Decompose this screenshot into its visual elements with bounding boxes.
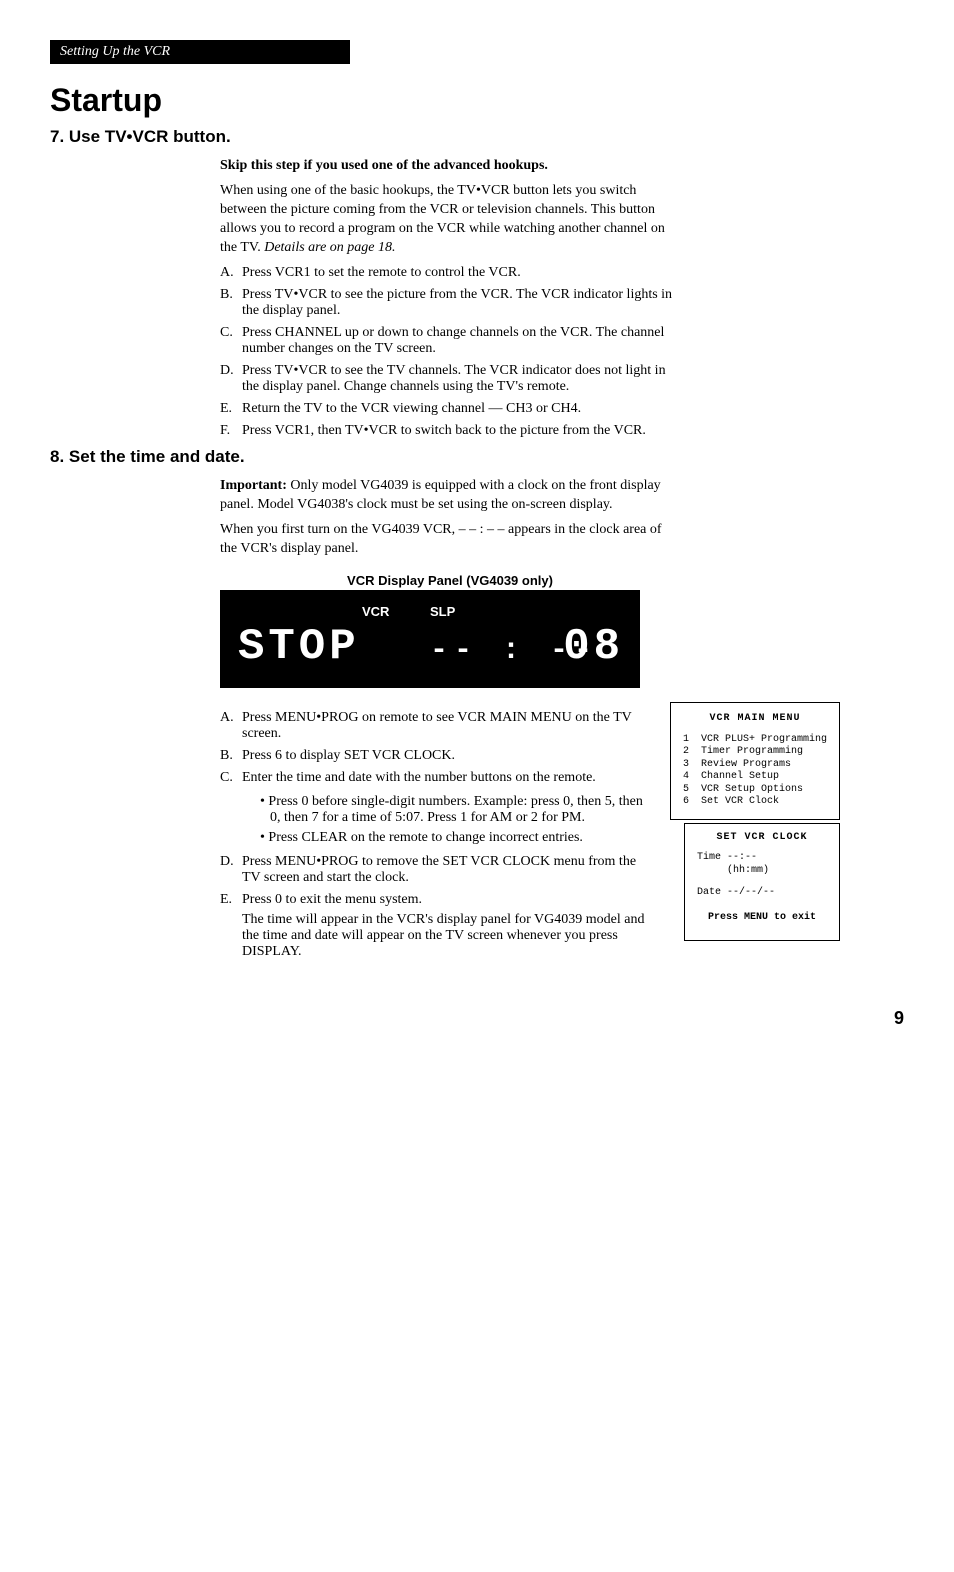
step8-important: Important: Only model VG4039 is equipped…: [220, 477, 680, 515]
menu-title: SET VCR CLOCK: [697, 832, 827, 845]
vcr-indicator-label: VCR: [362, 604, 389, 619]
step7-intro: When using one of the basic hookups, the…: [220, 182, 680, 258]
step7-body: Skip this step if you used one of the ad…: [220, 157, 680, 439]
important-text: Only model VG4039 is equipped with a clo…: [220, 478, 661, 512]
menu-row: 3 Review Programs: [683, 759, 827, 772]
step7-intro-ref: Details are on page 18.: [264, 240, 395, 255]
menu-row: 2 Timer Programming: [683, 746, 827, 759]
clock-date-row: Date --/--/--: [697, 887, 827, 900]
vcr-display-panel: VCR SLP STOP -- : -- 08: [220, 590, 640, 688]
list-item: D.Press MENU•PROG to remove the SET VCR …: [220, 854, 650, 886]
page-title: Startup: [50, 82, 904, 119]
list-item: A.Press VCR1 to set the remote to contro…: [220, 265, 680, 281]
section-header-bar: Setting Up the VCR: [50, 40, 350, 64]
list-subitem: Press 0 before single-digit numbers. Exa…: [260, 794, 650, 826]
step8-first-turn: When you first turn on the VG4039 VCR, –…: [220, 521, 680, 559]
step7-list: A.Press VCR1 to set the remote to contro…: [220, 265, 680, 439]
step8-c-sublist: Press 0 before single-digit numbers. Exa…: [260, 794, 650, 846]
list-item-text: Press 0 to exit the menu system.: [242, 892, 650, 908]
list-item: E.Return the TV to the VCR viewing chann…: [220, 401, 680, 417]
list-item: F.Press VCR1, then TV•VCR to switch back…: [220, 423, 680, 439]
menu-row: 4 Channel Setup: [683, 771, 827, 784]
step8-heading: 8. Set the time and date.: [50, 447, 904, 467]
vcr-segment-channel: 08: [563, 622, 624, 672]
slp-indicator-label: SLP: [430, 604, 455, 619]
menu-screens: VCR MAIN MENU 1 VCR PLUS+ Programming 2 …: [670, 702, 840, 945]
vcr-main-menu-screen: VCR MAIN MENU 1 VCR PLUS+ Programming 2 …: [670, 702, 840, 820]
list-item: B.Press TV•VCR to see the picture from t…: [220, 287, 680, 319]
list-item: B.Press 6 to display SET VCR CLOCK.: [220, 748, 650, 764]
menu-row: 1 VCR PLUS+ Programming: [683, 734, 827, 747]
menu-title: VCR MAIN MENU: [683, 713, 827, 726]
vcr-panel-caption: VCR Display Panel (VG4039 only): [220, 573, 680, 588]
important-label: Important:: [220, 478, 287, 493]
step8-list: A.Press MENU•PROG on remote to see VCR M…: [220, 710, 650, 786]
vcr-segment-stop: STOP: [238, 622, 360, 672]
list-item: C.Enter the time and date with the numbe…: [220, 770, 650, 786]
clock-hhmm-row: (hh:mm): [697, 865, 827, 878]
list-item: A.Press MENU•PROG on remote to see VCR M…: [220, 710, 650, 742]
list-item: D.Press TV•VCR to see the TV channels. T…: [220, 363, 680, 395]
step8-body: Important: Only model VG4039 is equipped…: [220, 477, 680, 968]
clock-time-row: Time --:--: [697, 852, 827, 865]
list-item: E. Press 0 to exit the menu system. The …: [220, 892, 650, 960]
step7-heading: 7. Use TV•VCR button.: [50, 127, 904, 147]
step7-skip: Skip this step if you used one of the ad…: [220, 157, 680, 176]
list-subitem: Press CLEAR on the remote to change inco…: [260, 830, 650, 846]
clock-exit-line: Press MENU to exit: [697, 912, 827, 925]
menu-row: 6 Set VCR Clock: [683, 796, 827, 809]
list-item: C.Press CHANNEL up or down to change cha…: [220, 325, 680, 357]
set-vcr-clock-screen: SET VCR CLOCK Time --:-- (hh:mm) Date --…: [684, 823, 840, 942]
menu-row: 5 VCR Setup Options: [683, 784, 827, 797]
list-item-extra: The time will appear in the VCR's displa…: [242, 912, 650, 960]
page-number: 9: [50, 1008, 904, 1029]
step8-list-cont: D.Press MENU•PROG to remove the SET VCR …: [220, 854, 650, 960]
